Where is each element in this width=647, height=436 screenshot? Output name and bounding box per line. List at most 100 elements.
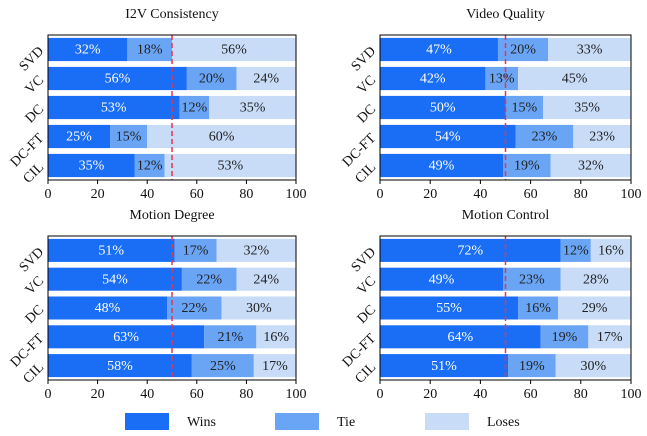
legend-swatch [275, 413, 319, 430]
data-label: 17% [597, 330, 623, 345]
plot-frame [379, 34, 632, 181]
bar-segment [543, 95, 631, 120]
bar-segment [550, 153, 631, 178]
legend-label: Tie [337, 415, 355, 430]
x-tick-label: 0 [45, 187, 52, 202]
data-label: 29% [582, 301, 608, 316]
data-label: 32% [243, 244, 269, 259]
y-tick-label: DC-FT [340, 331, 380, 371]
bar-segment [380, 296, 519, 320]
bar-segment [560, 238, 591, 262]
bar-segment [127, 37, 172, 62]
data-label: 53% [217, 159, 243, 174]
y-tick-label: DC-FT [340, 131, 380, 171]
subplot-title: I2V Consistency [125, 7, 218, 22]
bar-segment [515, 124, 574, 149]
bar-segment [134, 153, 165, 178]
bar-segment [48, 95, 180, 120]
x-tick-label: 20 [91, 387, 105, 402]
data-label: 51% [98, 244, 124, 259]
data-label: 64% [447, 330, 473, 345]
plot-frame [379, 235, 632, 381]
data-label: 23% [589, 130, 615, 145]
bar-segment [48, 354, 192, 378]
data-label: 15% [116, 130, 142, 145]
data-label: 30% [581, 359, 607, 374]
y-tick-label: DC-FT [8, 131, 48, 171]
data-label: 72% [458, 244, 484, 259]
data-label: 20% [510, 43, 536, 58]
bar-segment [181, 267, 237, 291]
bar-segment [172, 37, 296, 62]
y-tick-label: VC [355, 274, 379, 298]
legend-label: Wins [187, 415, 216, 430]
x-tick-label: 100 [621, 387, 642, 402]
y-tick-label: VC [23, 274, 47, 298]
plot-frame [47, 34, 297, 181]
x-tick-label: 100 [286, 387, 307, 402]
x-tick-label: 20 [423, 187, 437, 202]
data-label: 17% [262, 359, 288, 374]
bar-segment [179, 95, 210, 120]
data-label: 47% [426, 43, 452, 58]
bar-segment [256, 325, 296, 349]
x-tick-label: 80 [239, 387, 253, 402]
data-label: 16% [598, 244, 624, 259]
plot-area: 72% 12% 16% 49% 23% 28% 55% 16% 29% 64% 19% 17% 51% 1… [380, 238, 631, 378]
data-label: 48% [95, 301, 121, 316]
plot-area: 32% 18% 56% 56% 20% 24% 53% 12% 35% 25% 15% 60% 35% 1… [48, 37, 296, 178]
data-label: 56% [105, 72, 131, 87]
bar-segment [380, 354, 509, 378]
bar-segment [380, 124, 516, 149]
bar-segment [164, 153, 296, 178]
data-label: 24% [253, 72, 279, 87]
data-label: 33% [577, 43, 603, 58]
bar-segment [502, 153, 551, 178]
x-tick-label: 80 [239, 187, 253, 202]
bar-segment [48, 153, 135, 178]
bar-segment [204, 325, 257, 349]
bar-segment [548, 37, 631, 62]
x-tick-label: 40 [140, 387, 154, 402]
data-label: 16% [263, 330, 289, 345]
bar-segment [147, 124, 296, 149]
x-tick-label: 0 [45, 387, 52, 402]
y-tick-label: VC [355, 73, 379, 97]
y-tick-label: SVD [17, 44, 47, 74]
x-tick-label: 40 [473, 387, 487, 402]
bar-segment [590, 238, 631, 262]
bar-segment [174, 238, 217, 262]
data-label: 35% [240, 101, 266, 116]
bar-segment [380, 267, 503, 291]
data-label: 25% [210, 359, 236, 374]
data-label: 21% [217, 330, 243, 345]
data-label: 22% [181, 301, 207, 316]
bar-segment [555, 354, 631, 378]
data-label: 45% [562, 72, 588, 87]
x-tick-label: 60 [190, 187, 204, 202]
x-tick-label: 60 [190, 387, 204, 402]
bar-segment [485, 66, 519, 91]
data-label: 32% [578, 159, 604, 174]
bar-segment [380, 325, 541, 349]
bar-segment [540, 325, 589, 349]
data-label: 42% [420, 72, 446, 87]
bar-segment [505, 95, 544, 120]
data-label: 58% [107, 359, 133, 374]
x-tick-label: 40 [140, 187, 154, 202]
bar-segment [560, 267, 631, 291]
bar-segment [48, 37, 128, 62]
bar-segment [573, 124, 631, 149]
data-label: 54% [435, 130, 461, 145]
data-label: 32% [75, 43, 101, 58]
data-label: 54% [102, 272, 128, 287]
data-label: 12% [181, 101, 207, 116]
legend-swatch [425, 413, 469, 430]
y-tick-label: VC [23, 73, 47, 97]
bar-segment [508, 354, 556, 378]
x-tick-label: 80 [574, 187, 588, 202]
data-label: 49% [429, 159, 455, 174]
data-label: 56% [221, 43, 247, 58]
data-label: 16% [525, 301, 551, 316]
plot-area: 51% 17% 32% 54% 22% 24% 48% 22% 30% 63% 21% 16% 58% 2… [48, 238, 296, 378]
